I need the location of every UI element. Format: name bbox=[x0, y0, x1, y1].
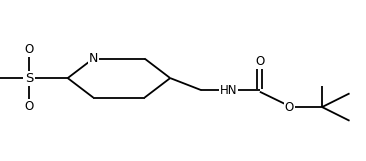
Text: HN: HN bbox=[220, 84, 238, 97]
Text: O: O bbox=[25, 100, 34, 113]
Text: O: O bbox=[255, 56, 265, 68]
Text: O: O bbox=[25, 43, 34, 56]
Text: N: N bbox=[89, 52, 98, 65]
Text: S: S bbox=[25, 72, 33, 85]
Text: O: O bbox=[284, 101, 294, 114]
